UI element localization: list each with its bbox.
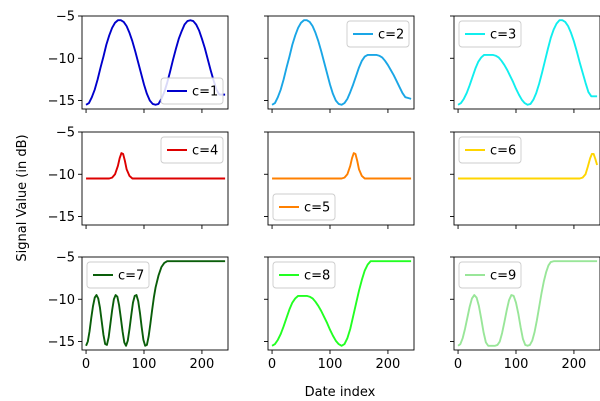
- x-tick-label: 200: [190, 357, 215, 372]
- legend-label: c=2: [378, 28, 404, 43]
- plot-frame: [453, 256, 600, 351]
- x-axis-label: Date index: [305, 385, 376, 400]
- legend-label: c=9: [490, 269, 516, 284]
- subplot-c-4: −5 −10 −15 c=4: [48, 126, 229, 229]
- plot-frame: [267, 256, 415, 351]
- legend-box: [86, 261, 150, 289]
- legend-box: [458, 136, 522, 164]
- plot-frame: [453, 15, 600, 110]
- legend-box: [272, 261, 336, 289]
- legend-label: c=3: [490, 28, 516, 43]
- plot-frame: [267, 15, 415, 110]
- x-tick-label: 200: [376, 357, 401, 372]
- x-tick-label: 0: [454, 357, 462, 372]
- subplot-c-9: 0 100 200 c=9: [450, 256, 600, 372]
- series-line-c-9: [457, 260, 598, 347]
- legend-box: [160, 136, 224, 164]
- x-tick-label: 200: [562, 357, 587, 372]
- legend-box: [272, 193, 336, 221]
- legend: c=4: [160, 136, 224, 164]
- subplot-c-8: 0 100 200 c=8: [264, 256, 415, 372]
- x-tick-label: 100: [504, 357, 529, 372]
- legend: c=6: [458, 136, 522, 164]
- series-line-c-1: [85, 19, 226, 106]
- legend-label: c=1: [192, 85, 218, 100]
- subplot-c-7: −5 −10 −15 0 100 200 c=7: [48, 251, 229, 372]
- legend-box: [458, 261, 522, 289]
- y-tick-label: −15: [48, 335, 75, 350]
- series-line-c-8: [271, 260, 412, 347]
- plot-frame: [81, 131, 229, 226]
- x-tick-label: 100: [318, 357, 343, 372]
- legend: c=7: [86, 261, 150, 289]
- series-line-c-3: [457, 19, 598, 106]
- y-tick-label: −10: [48, 52, 75, 67]
- legend-box: [346, 20, 410, 48]
- subplot-c-3: c=3: [450, 15, 600, 113]
- y-tick-label: −5: [56, 10, 75, 25]
- series-line-c-5: [272, 152, 412, 180]
- legend-box: [160, 77, 224, 105]
- subplot-c-2: c=2: [264, 15, 415, 113]
- y-axis-label: Signal Value (in dB): [15, 134, 30, 261]
- legend-box: [458, 20, 522, 48]
- y-tick-label: −10: [48, 293, 75, 308]
- plot-frame: [453, 131, 600, 226]
- subplot-c-1: −5 −10 −15 c=1: [48, 10, 229, 113]
- y-tick-label: −10: [48, 168, 75, 183]
- legend: c=5: [272, 193, 336, 221]
- subplot-c-5: c=5: [264, 131, 415, 229]
- legend: c=9: [458, 261, 522, 289]
- legend-label: c=6: [490, 144, 516, 159]
- y-tick-label: −5: [56, 251, 75, 266]
- x-tick-label: 0: [82, 357, 90, 372]
- series-line-c-2: [271, 19, 412, 106]
- x-tick-label: 0: [268, 357, 276, 372]
- subplot-c-6: c=6: [450, 131, 600, 229]
- legend: c=1: [160, 77, 224, 105]
- series-line-c-6: [458, 153, 599, 180]
- legend-label: c=7: [118, 269, 144, 284]
- plot-frame: [81, 15, 229, 110]
- plot-frame: [267, 131, 415, 226]
- legend-label: c=8: [304, 269, 330, 284]
- y-tick-label: −15: [48, 210, 75, 225]
- y-tick-label: −15: [48, 94, 75, 109]
- series-line-c-4: [86, 152, 226, 180]
- x-tick-label: 100: [132, 357, 157, 372]
- series-line-c-7: [85, 260, 226, 347]
- legend: c=8: [272, 261, 336, 289]
- y-tick-label: −5: [56, 126, 75, 141]
- plot-frame: [81, 256, 229, 351]
- legend-label: c=4: [192, 144, 218, 159]
- legend: c=2: [346, 20, 410, 48]
- legend-label: c=5: [304, 201, 330, 216]
- legend: c=3: [458, 20, 522, 48]
